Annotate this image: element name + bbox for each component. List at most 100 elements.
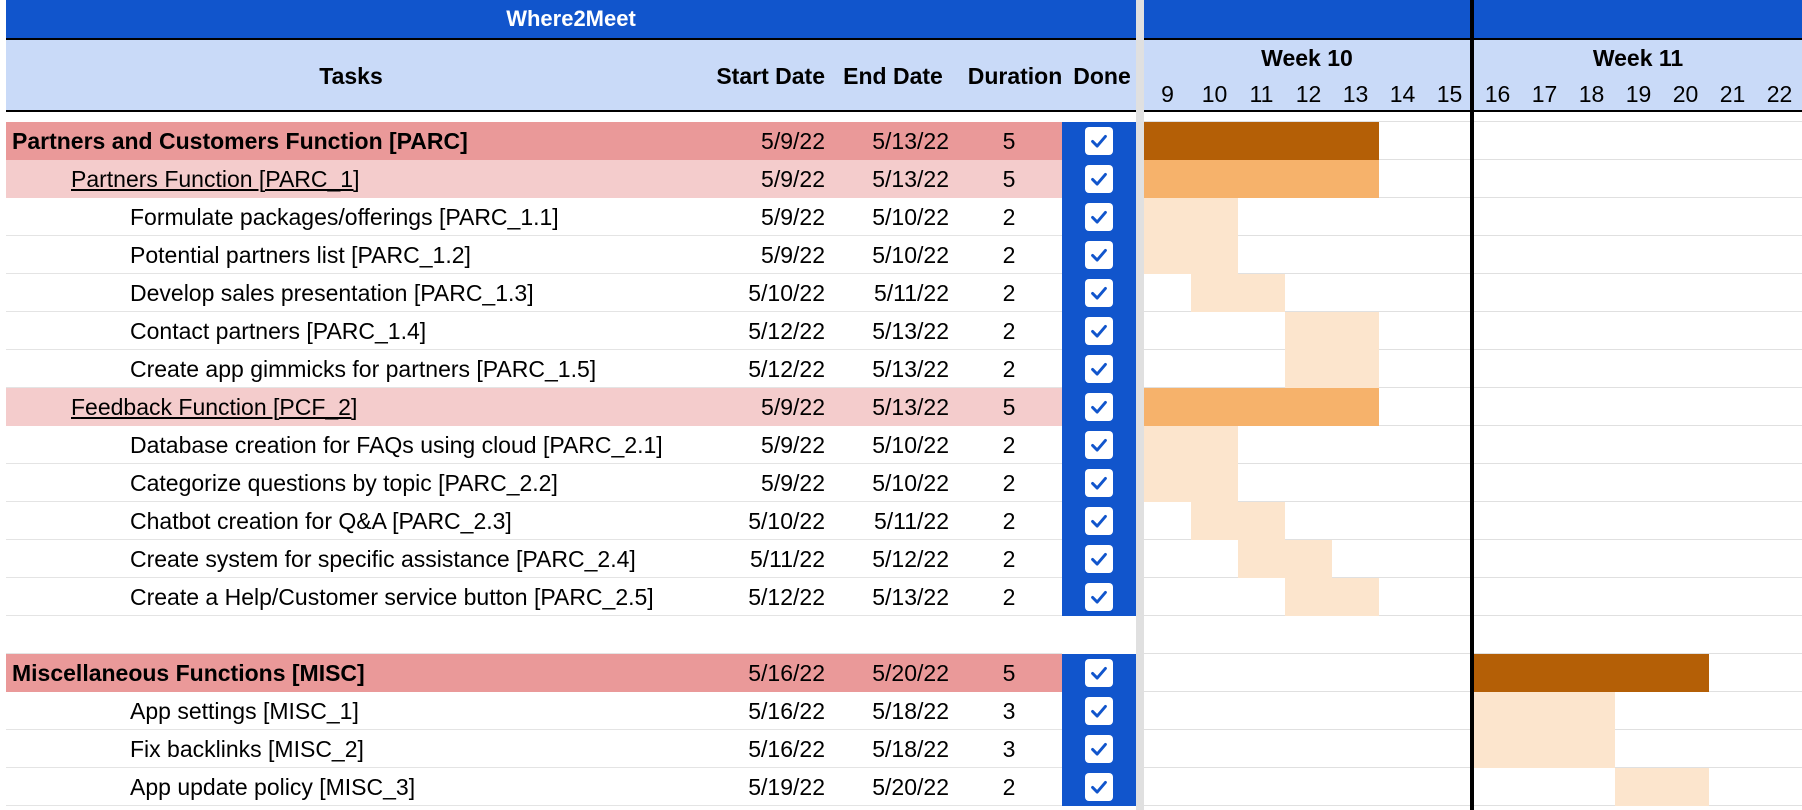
end-date[interactable]: 5/20/22	[872, 659, 949, 686]
start-date[interactable]: 5/12/22	[748, 583, 825, 610]
gantt-bar[interactable]	[1144, 464, 1238, 502]
gantt-bar[interactable]	[1144, 122, 1379, 160]
task-name[interactable]: Categorize questions by topic [PARC_2.2]	[130, 469, 558, 496]
gantt-bar[interactable]	[1474, 692, 1615, 730]
duration[interactable]: 2	[1002, 545, 1016, 572]
end-date[interactable]: 5/11/22	[873, 279, 949, 306]
gantt-bar[interactable]	[1144, 236, 1238, 274]
duration[interactable]: 2	[1002, 241, 1016, 268]
duration[interactable]: 2	[1002, 773, 1016, 800]
done-checkbox[interactable]	[1085, 697, 1113, 725]
done-checkbox[interactable]	[1085, 469, 1113, 497]
end-date[interactable]: 5/12/22	[872, 545, 949, 572]
task-name[interactable]: Partners and Customers Function [PARC]	[12, 127, 468, 154]
duration[interactable]: 2	[1002, 317, 1016, 344]
duration[interactable]: 2	[1002, 203, 1016, 230]
gantt-bar[interactable]	[1144, 426, 1238, 464]
task-name[interactable]: Create app gimmicks for partners [PARC_1…	[130, 355, 597, 382]
done-checkbox[interactable]	[1085, 279, 1113, 307]
done-checkbox[interactable]	[1085, 355, 1113, 383]
task-name[interactable]: Develop sales presentation [PARC_1.3]	[130, 279, 534, 306]
task-name[interactable]: App update policy [MISC_3]	[130, 773, 416, 800]
task-name[interactable]: App settings [MISC_1]	[130, 697, 359, 724]
start-date[interactable]: 5/12/22	[748, 317, 825, 344]
start-date[interactable]: 5/11/22	[749, 545, 825, 572]
done-checkbox[interactable]	[1085, 545, 1113, 573]
task-row[interactable]: Develop sales presentation [PARC_1.3] 5/1…	[6, 274, 1062, 312]
start-date[interactable]: 5/19/22	[748, 773, 825, 800]
start-date[interactable]: 5/16/22	[748, 697, 825, 724]
task-name[interactable]: Database creation for FAQs using cloud […	[130, 431, 663, 458]
gantt-bar[interactable]	[1144, 388, 1379, 426]
duration[interactable]: 2	[1002, 355, 1016, 382]
start-date[interactable]: 5/9/22	[761, 469, 825, 496]
end-date[interactable]: 5/10/22	[872, 241, 949, 268]
task-name[interactable]: Partners Function [PARC_1]	[71, 165, 360, 192]
start-date[interactable]: 5/9/22	[761, 165, 825, 192]
start-date[interactable]: 5/16/22	[748, 735, 825, 762]
start-date[interactable]: 5/9/22	[761, 203, 825, 230]
end-date[interactable]: 5/13/22	[872, 393, 949, 420]
done-checkbox[interactable]	[1085, 165, 1113, 193]
gantt-bar[interactable]	[1615, 768, 1709, 806]
gantt-bar[interactable]	[1144, 198, 1238, 236]
start-date[interactable]: 5/16/22	[748, 659, 825, 686]
end-date[interactable]: 5/18/22	[872, 735, 949, 762]
duration[interactable]: 5	[1002, 165, 1016, 192]
start-date[interactable]: 5/9/22	[761, 241, 825, 268]
task-row[interactable]: Create a Help/Customer service button [P…	[6, 578, 1062, 616]
end-date[interactable]: 5/13/22	[872, 583, 949, 610]
task-row[interactable]: Contact partners [PARC_1.4] 5/12/22 5/13/2…	[6, 312, 1062, 350]
duration[interactable]: 3	[1002, 735, 1016, 762]
header-end-date[interactable]: End Date	[843, 62, 943, 89]
end-date[interactable]: 5/13/22	[872, 127, 949, 154]
gantt-bar[interactable]	[1285, 350, 1379, 388]
frozen-column-divider[interactable]	[1136, 0, 1144, 810]
subsection-row[interactable]: Feedback Function [PCF_2] 5/9/22 5/13/22 5	[6, 388, 1062, 426]
start-date[interactable]: 5/9/22	[761, 431, 825, 458]
task-name[interactable]: Potential partners list [PARC_1.2]	[130, 241, 471, 268]
start-date[interactable]: 5/12/22	[748, 355, 825, 382]
section-row[interactable]: Miscellaneous Functions [MISC] 5/16/22 5/2…	[6, 654, 1062, 692]
start-date[interactable]: 5/10/22	[748, 507, 825, 534]
done-checkbox[interactable]	[1085, 127, 1113, 155]
gantt-bar[interactable]	[1474, 730, 1615, 768]
end-date[interactable]: 5/10/22	[872, 431, 949, 458]
task-name[interactable]: Contact partners [PARC_1.4]	[130, 317, 427, 344]
duration[interactable]: 2	[1002, 469, 1016, 496]
duration[interactable]: 2	[1002, 507, 1016, 534]
task-row[interactable]: Create system for specific assistance [P…	[6, 540, 1062, 578]
header-duration[interactable]: Duration	[967, 62, 1063, 89]
subsection-row[interactable]: Partners Function [PARC_1] 5/9/22 5/13/22 5	[6, 160, 1062, 198]
done-checkbox[interactable]	[1085, 773, 1113, 801]
task-name[interactable]: Feedback Function [PCF_2]	[71, 393, 358, 420]
task-row[interactable]: Categorize questions by topic [PARC_2.2]…	[6, 464, 1062, 502]
start-date[interactable]: 5/9/22	[761, 127, 825, 154]
end-date[interactable]: 5/10/22	[872, 203, 949, 230]
task-row[interactable]: App update policy [MISC_3] 5/19/22 5/20/22…	[6, 768, 1062, 806]
gantt-bar[interactable]	[1191, 274, 1285, 312]
task-name[interactable]: Chatbot creation for Q&A [PARC_2.3]	[130, 507, 512, 534]
task-name[interactable]: Miscellaneous Functions [MISC]	[12, 659, 365, 686]
done-checkbox[interactable]	[1085, 583, 1113, 611]
task-name[interactable]: Create a Help/Customer service button [P…	[130, 583, 654, 610]
task-row[interactable]: Fix backlinks [MISC_2] 5/16/22 5/18/22 3	[6, 730, 1062, 768]
end-date[interactable]: 5/13/22	[872, 355, 949, 382]
end-date[interactable]: 5/11/22	[873, 507, 949, 534]
duration[interactable]: 5	[1002, 127, 1016, 154]
gantt-bar[interactable]	[1191, 502, 1285, 540]
done-checkbox[interactable]	[1085, 431, 1113, 459]
done-checkbox[interactable]	[1085, 659, 1113, 687]
task-row[interactable]: Create app gimmicks for partners [PARC_1…	[6, 350, 1062, 388]
task-name[interactable]: Fix backlinks [MISC_2]	[130, 735, 364, 762]
duration[interactable]: 2	[1002, 279, 1016, 306]
gantt-bar[interactable]	[1238, 540, 1332, 578]
task-row[interactable]: Potential partners list [PARC_1.2] 5/9/22…	[6, 236, 1062, 274]
gantt-bar[interactable]	[1144, 160, 1379, 198]
end-date[interactable]: 5/18/22	[872, 697, 949, 724]
done-checkbox[interactable]	[1085, 735, 1113, 763]
end-date[interactable]: 5/20/22	[872, 773, 949, 800]
end-date[interactable]: 5/10/22	[872, 469, 949, 496]
done-checkbox[interactable]	[1085, 507, 1113, 535]
duration[interactable]: 5	[1002, 659, 1016, 686]
